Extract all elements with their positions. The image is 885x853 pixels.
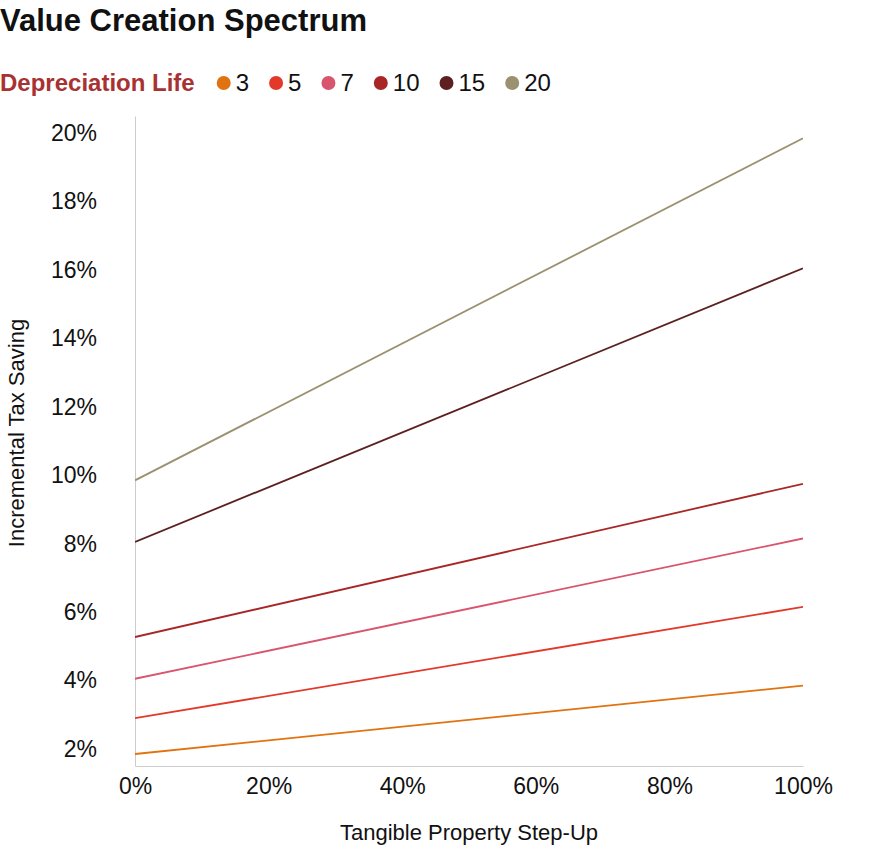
y-tick: 20% <box>51 120 135 146</box>
y-tick: 2% <box>64 736 135 762</box>
y-tick: 14% <box>51 325 135 351</box>
title: Value Creation Spectrum <box>0 3 367 38</box>
x-tick-label: 60% <box>513 773 559 799</box>
legend-label: 5 <box>288 69 301 96</box>
y-tick: 18% <box>51 188 135 214</box>
y-tick-label: 18% <box>51 188 97 214</box>
y-tick-label: 6% <box>64 599 97 625</box>
y-tick-label: 2% <box>64 736 97 762</box>
y-tick: 8% <box>64 530 135 556</box>
y-tick-label: 12% <box>51 394 97 420</box>
legend-swatch <box>269 76 283 90</box>
y-axis-title: Incremental Tax Saving <box>4 319 29 547</box>
x-tick-label: 40% <box>380 773 426 799</box>
y-axis: 2% 4% 6% 8% 10% 12% 14% 16% 18% 20% <box>51 117 136 767</box>
legend-swatch <box>321 76 335 90</box>
y-tick: 10% <box>51 462 135 488</box>
chart: Value Creation Spectrum Depreciation Life… <box>0 0 885 853</box>
legend-swatch <box>505 76 519 90</box>
x-tick: 80% <box>647 766 693 799</box>
x-tick-label: 0% <box>119 773 152 799</box>
y-tick: 4% <box>64 667 135 693</box>
series-line <box>135 607 803 718</box>
legend-label: 20 <box>524 69 551 96</box>
x-axis-title: Tangible Property Step-Up <box>340 820 598 845</box>
y-tick: 6% <box>64 599 135 625</box>
x-tick: 100% <box>774 766 833 799</box>
y-tick-label: 8% <box>64 530 97 556</box>
legend-label: 10 <box>393 69 420 96</box>
legend-item: 20 <box>505 69 551 96</box>
series-line <box>135 138 803 480</box>
x-axis-line <box>136 766 804 767</box>
series-line <box>135 484 803 637</box>
legend-swatch <box>440 76 454 90</box>
x-tick: 60% <box>513 766 559 799</box>
legend-label: 3 <box>236 69 249 96</box>
legend: Depreciation Life 3 5 7 10 15 20 <box>0 69 551 96</box>
x-tick-label: 100% <box>774 773 833 799</box>
series-line <box>135 686 803 754</box>
legend-item: 3 <box>217 69 249 96</box>
x-tick-label: 20% <box>246 773 292 799</box>
y-tick-label: 10% <box>51 462 97 488</box>
legend-item: 10 <box>374 69 420 96</box>
x-tick: 0% <box>119 766 152 799</box>
legend-item: 5 <box>269 69 301 96</box>
y-tick-label: 14% <box>51 325 97 351</box>
x-tick-label: 80% <box>647 773 693 799</box>
y-tick-label: 16% <box>51 257 97 283</box>
legend-item: 15 <box>440 69 486 96</box>
legend-item: 7 <box>321 69 353 96</box>
legend-label: 15 <box>459 69 486 96</box>
y-tick-label: 4% <box>64 667 97 693</box>
legend-label: 7 <box>340 69 353 96</box>
legend-title: Depreciation Life <box>0 69 195 96</box>
legend-swatch <box>374 76 388 90</box>
y-tick-label: 20% <box>51 120 97 146</box>
y-tick: 12% <box>51 394 135 420</box>
legend-swatch <box>217 76 231 90</box>
y-tick: 16% <box>51 257 135 283</box>
x-tick: 40% <box>380 766 426 799</box>
y-axis-line <box>135 117 136 767</box>
x-tick: 20% <box>246 766 292 799</box>
x-axis: 0% 20% 40% 60% 80% 100% <box>119 766 833 799</box>
plot-area <box>135 138 803 754</box>
